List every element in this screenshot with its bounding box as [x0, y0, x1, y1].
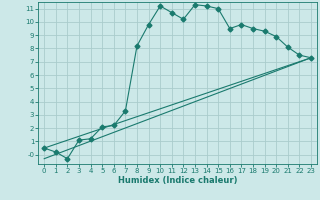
X-axis label: Humidex (Indice chaleur): Humidex (Indice chaleur): [118, 176, 237, 185]
